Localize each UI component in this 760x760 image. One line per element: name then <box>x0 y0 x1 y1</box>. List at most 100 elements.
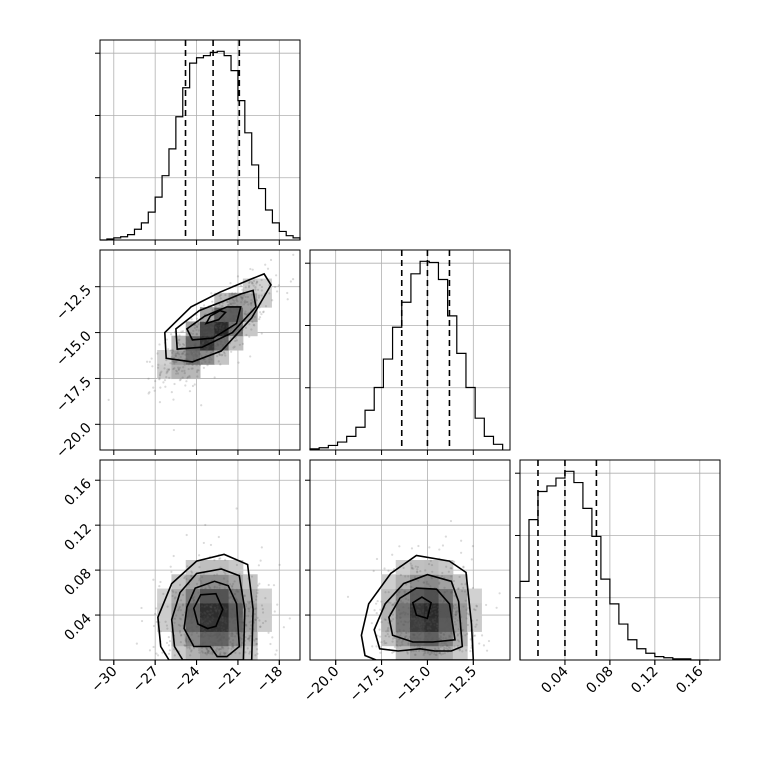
scatter-point <box>379 608 382 611</box>
scatter-point <box>148 391 151 394</box>
scatter-point <box>234 626 237 630</box>
scatter-point <box>207 346 210 350</box>
contour-line <box>192 592 224 630</box>
scatter-point <box>209 640 212 643</box>
scatter-point <box>407 642 410 645</box>
scatter-point <box>227 303 230 307</box>
scatter-point <box>204 360 207 363</box>
scatter-point <box>211 634 214 638</box>
scatter-point <box>200 354 203 357</box>
scatter-point <box>201 341 205 344</box>
scatter-point <box>208 635 211 638</box>
scatter-point <box>241 641 244 645</box>
scatter-point <box>371 645 374 648</box>
scatter-panel <box>99 249 301 455</box>
scatter-point <box>211 300 214 303</box>
scatter-point <box>222 333 225 337</box>
scatter-point <box>220 595 224 598</box>
scatter-point <box>410 586 413 589</box>
scatter-point <box>416 565 420 569</box>
scatter-point <box>186 565 189 568</box>
scatter-point <box>410 617 413 620</box>
scatter-point <box>234 614 237 617</box>
scatter-point <box>208 628 212 631</box>
scatter-point <box>224 316 227 319</box>
scatter-point <box>224 606 227 609</box>
scatter-point <box>457 587 460 591</box>
scatter-point <box>221 623 224 626</box>
scatter-point <box>417 595 420 598</box>
scatter-point <box>441 628 444 631</box>
scatter-point <box>219 363 222 366</box>
scatter-point <box>194 352 198 355</box>
scatter-point <box>197 323 200 326</box>
scatter-point <box>386 633 389 636</box>
scatter-point <box>232 311 235 314</box>
scatter-point <box>180 633 183 637</box>
scatter-point <box>423 590 426 594</box>
scatter-point <box>203 630 206 633</box>
scatter-point <box>186 609 190 612</box>
scatter-point <box>207 651 210 654</box>
scatter-point <box>379 635 382 638</box>
scatter-point <box>195 325 199 328</box>
scatter-point <box>227 626 230 629</box>
scatter-point <box>178 353 181 356</box>
scatter-point <box>439 636 442 639</box>
scatter-point <box>238 573 241 576</box>
scatter-point <box>428 632 431 635</box>
scatter-point <box>255 637 259 641</box>
scatter-point <box>413 633 416 636</box>
scatter-point <box>196 607 199 610</box>
scatter-point <box>197 609 201 612</box>
scatter-point <box>262 311 265 314</box>
scatter-point <box>206 616 209 619</box>
scatter-point <box>433 621 436 624</box>
scatter-point <box>220 634 223 637</box>
scatter-point <box>211 641 214 644</box>
scatter-point <box>443 590 447 594</box>
scatter-point <box>445 609 449 612</box>
density-cell <box>171 335 187 351</box>
scatter-point <box>443 591 446 594</box>
scatter-point <box>191 384 195 388</box>
density-cell <box>214 631 230 647</box>
scatter-point <box>399 599 403 603</box>
scatter-point <box>202 324 205 327</box>
scatter-point <box>140 619 144 623</box>
scatter-point <box>387 591 390 594</box>
scatter-point <box>214 606 217 610</box>
scatter-point <box>405 583 408 586</box>
scatter-point <box>237 361 240 364</box>
scatter-point <box>234 630 238 633</box>
scatter-point <box>172 590 175 593</box>
scatter-point <box>221 617 224 620</box>
scatter-point <box>436 625 439 628</box>
scatter-point <box>412 593 415 596</box>
scatter-point <box>190 608 193 611</box>
scatter-point <box>220 644 223 647</box>
scatter-point <box>211 326 215 329</box>
scatter-point <box>414 619 418 622</box>
scatter-point <box>453 620 456 623</box>
scatter-point <box>210 596 213 599</box>
scatter-point <box>228 637 231 640</box>
scatter-point <box>424 595 427 598</box>
scatter-point <box>230 350 233 353</box>
scatter-point <box>218 557 221 561</box>
x-tick-label: 0.08 <box>583 664 616 697</box>
scatter-point <box>409 562 412 565</box>
scatter-point <box>189 619 192 623</box>
scatter-point <box>460 583 463 586</box>
contour-line <box>175 289 257 350</box>
scatter-point <box>170 356 173 359</box>
scatter-point <box>185 644 188 648</box>
scatter-point <box>247 285 251 289</box>
scatter-point <box>413 633 416 637</box>
scatter-point <box>195 364 198 367</box>
scatter-point <box>245 333 248 337</box>
scatter-point <box>199 343 202 346</box>
scatter-point <box>454 603 457 607</box>
scatter-point <box>198 616 201 620</box>
scatter-point <box>432 620 435 624</box>
